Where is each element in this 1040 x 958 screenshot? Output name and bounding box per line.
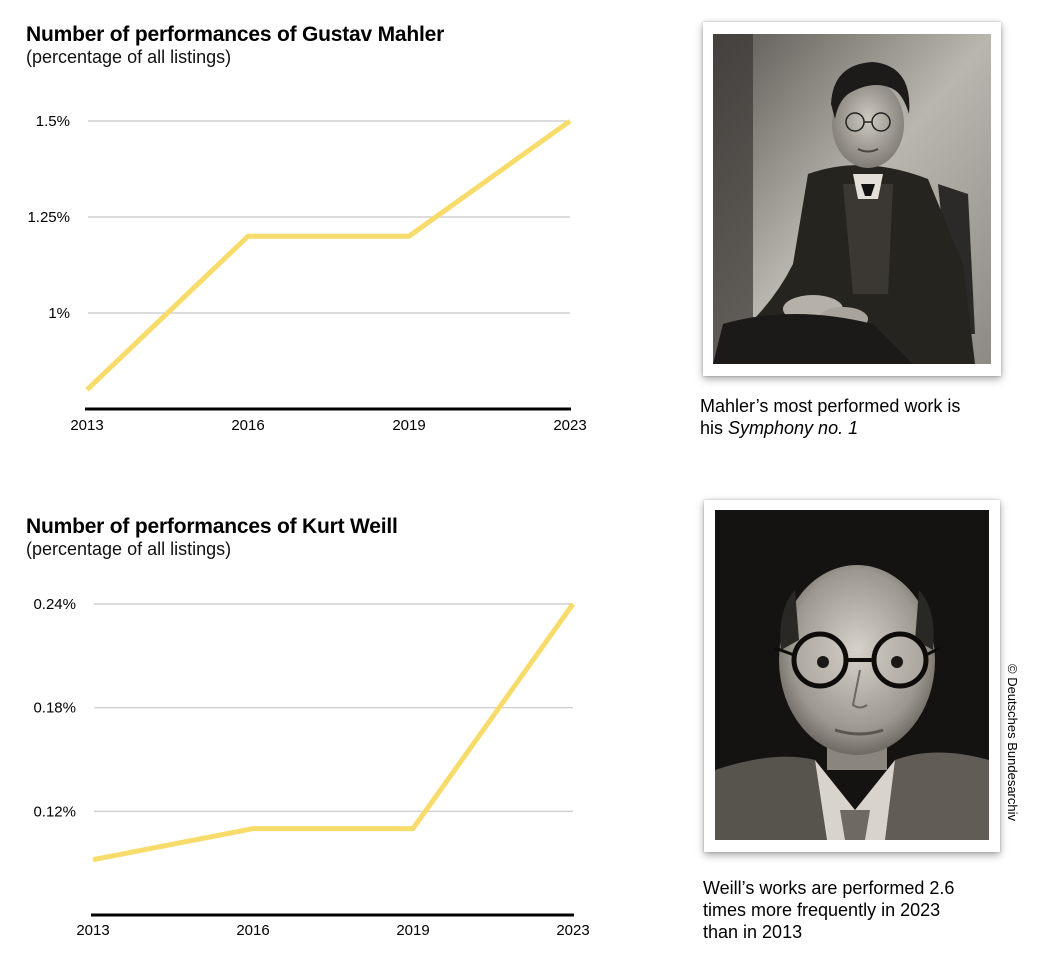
- mahler-line-chart: 1% 1.25% 1.5% 2013 2016 2019 2023: [27, 113, 586, 434]
- weill-chart-title: Number of performances of Kurt Weill: [26, 515, 398, 538]
- mahler-caption-prefix: his: [700, 418, 729, 438]
- mahler-caption: Mahler’s most performed work is his Symp…: [700, 395, 1030, 439]
- photo-credit: © Deutsches Bundesarchiv: [1005, 664, 1020, 821]
- weill-chart: Number of performances of Kurt Weill (pe…: [26, 515, 590, 939]
- mahler-photo: [703, 22, 1001, 376]
- weill-y-tick-label: 0.12%: [33, 803, 76, 820]
- mahler-caption-line2: his Symphony no. 1: [700, 417, 1030, 439]
- weill-x-tick-label: 2023: [556, 922, 589, 939]
- mahler-portrait-image: [713, 34, 991, 364]
- weill-caption: Weill’s works are performed 2.6 times mo…: [703, 877, 1033, 943]
- mahler-y-tick-label: 1.5%: [36, 113, 70, 130]
- mahler-series-line: [85, 118, 572, 392]
- weill-x-tick-label: 2016: [236, 922, 269, 939]
- mahler-x-tick-label: 2013: [70, 417, 103, 434]
- mahler-x-tick-label: 2016: [231, 417, 264, 434]
- weill-portrait-image: [715, 510, 989, 840]
- mahler-caption-line1: Mahler’s most performed work is: [700, 396, 961, 416]
- mahler-x-tick-label: 2019: [392, 417, 425, 434]
- mahler-y-tick-label: 1.25%: [27, 209, 70, 226]
- mahler-chart-subtitle: (percentage of all listings): [26, 47, 232, 67]
- mahler-chart-title: Number of performances of Gustav Mahler: [26, 23, 445, 46]
- mahler-x-tick-label: 2023: [553, 417, 586, 434]
- weill-caption-line2: times more frequently in 2023: [703, 900, 941, 920]
- weill-y-tick-label: 0.18%: [33, 700, 76, 717]
- weill-line-chart: 0.12% 0.18% 0.24% 2013 2016 2019 2023: [33, 596, 589, 939]
- weill-x-tick-label: 2019: [396, 922, 429, 939]
- mahler-caption-work: Symphony no. 1: [728, 418, 859, 438]
- weill-caption-line1: Weill’s works are performed 2.6: [703, 878, 955, 898]
- weill-series-line: [92, 602, 576, 863]
- mahler-chart: Number of performances of Gustav Mahler …: [0, 0, 620, 450]
- weill-chart-subtitle: (percentage of all listings): [26, 539, 232, 559]
- weill-y-tick-label: 0.24%: [33, 596, 76, 613]
- weill-caption-line3: than in 2013: [703, 922, 803, 942]
- weill-photo: [704, 500, 1000, 852]
- mahler-y-tick-label: 1%: [48, 305, 70, 322]
- weill-x-tick-label: 2013: [76, 922, 109, 939]
